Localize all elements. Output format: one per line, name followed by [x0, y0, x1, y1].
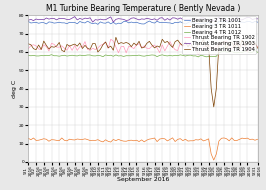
Bearing 4 TR 1012 [248, 51, 251, 54]
Thrust Bearing TR 1902 [256, 46, 259, 48]
Bearing 4 TR 1012 [256, 51, 259, 53]
Line: Thrust Bearing TR 1902: Thrust Bearing TR 1902 [28, 39, 257, 55]
Bearing 4 TR 1012 [220, 51, 223, 53]
Thrust Bearing TR 1902 [58, 46, 61, 48]
Bearing 2 TR 1001 [212, 24, 215, 27]
Bearing 3 TR 1011 [222, 137, 226, 139]
Thrust Bearing TR 1904 [58, 41, 61, 44]
Thrust Bearing TR 1902 [222, 41, 226, 43]
Bearing 4 TR 1012 [225, 51, 228, 53]
Bearing 2 TR 1001 [251, 22, 254, 24]
Bearing 2 TR 1001 [220, 20, 223, 22]
Thrust Bearing TR 1903 [27, 19, 30, 21]
Bearing 3 TR 1011 [58, 139, 61, 142]
Bearing 3 TR 1011 [96, 139, 99, 141]
Bearing 2 TR 1001 [225, 21, 228, 23]
Legend: Bearing 2 TR 1001, Bearing 3 TR 1011, Bearing 4 TR 1012, Thrust Bearing TR 1902,: Bearing 2 TR 1001, Bearing 3 TR 1011, Be… [182, 16, 256, 54]
Bearing 4 TR 1012 [27, 54, 30, 56]
Bearing 4 TR 1012 [58, 55, 61, 57]
Bearing 2 TR 1001 [256, 21, 259, 23]
Bearing 3 TR 1011 [171, 137, 174, 139]
Thrust Bearing TR 1904 [228, 42, 231, 44]
Bearing 4 TR 1012 [253, 49, 256, 51]
Line: Bearing 2 TR 1001: Bearing 2 TR 1001 [28, 20, 257, 25]
Thrust Bearing TR 1904 [27, 43, 30, 45]
Line: Bearing 3 TR 1011: Bearing 3 TR 1011 [28, 138, 257, 160]
Thrust Bearing TR 1903 [256, 18, 259, 20]
Bearing 2 TR 1001 [27, 20, 30, 23]
Title: M1 Turbine Bearing Temperature ( Bently Nevada ): M1 Turbine Bearing Temperature ( Bently … [46, 4, 240, 13]
Thrust Bearing TR 1902 [27, 48, 30, 50]
Thrust Bearing TR 1903 [112, 21, 115, 23]
Thrust Bearing TR 1902 [109, 38, 112, 40]
Thrust Bearing TR 1903 [73, 15, 76, 18]
Thrust Bearing TR 1903 [251, 18, 254, 21]
Thrust Bearing TR 1902 [189, 45, 192, 48]
Thrust Bearing TR 1904 [96, 51, 99, 53]
Thrust Bearing TR 1904 [251, 44, 254, 46]
Thrust Bearing TR 1902 [228, 46, 231, 48]
Thrust Bearing TR 1903 [228, 19, 231, 21]
Thrust Bearing TR 1904 [256, 47, 259, 49]
Thrust Bearing TR 1904 [222, 41, 226, 43]
Line: Thrust Bearing TR 1904: Thrust Bearing TR 1904 [28, 37, 257, 107]
Bearing 4 TR 1012 [197, 56, 200, 58]
Thrust Bearing TR 1903 [222, 19, 226, 21]
Bearing 3 TR 1011 [27, 137, 30, 139]
Bearing 3 TR 1011 [228, 140, 231, 142]
Thrust Bearing TR 1902 [96, 47, 99, 49]
Thrust Bearing TR 1903 [58, 17, 61, 20]
Thrust Bearing TR 1904 [189, 42, 192, 44]
Bearing 3 TR 1011 [212, 159, 215, 161]
Bearing 2 TR 1001 [96, 23, 99, 25]
Line: Thrust Bearing TR 1903: Thrust Bearing TR 1903 [28, 17, 257, 22]
Bearing 3 TR 1011 [251, 138, 254, 140]
Bearing 4 TR 1012 [96, 54, 99, 57]
Thrust Bearing TR 1904 [114, 36, 118, 38]
Bearing 3 TR 1011 [256, 138, 259, 140]
Bearing 2 TR 1001 [233, 19, 236, 21]
X-axis label: September 2016: September 2016 [117, 177, 169, 182]
Bearing 4 TR 1012 [186, 54, 190, 56]
Bearing 3 TR 1011 [189, 140, 192, 142]
Thrust Bearing TR 1902 [197, 54, 200, 56]
Thrust Bearing TR 1902 [251, 47, 254, 50]
Thrust Bearing TR 1904 [212, 106, 215, 108]
Line: Bearing 4 TR 1012: Bearing 4 TR 1012 [28, 50, 257, 57]
Bearing 2 TR 1001 [58, 21, 61, 23]
Thrust Bearing TR 1903 [192, 18, 195, 21]
Bearing 2 TR 1001 [186, 22, 190, 24]
Y-axis label: deg C: deg C [12, 79, 17, 98]
Thrust Bearing TR 1903 [99, 18, 102, 20]
